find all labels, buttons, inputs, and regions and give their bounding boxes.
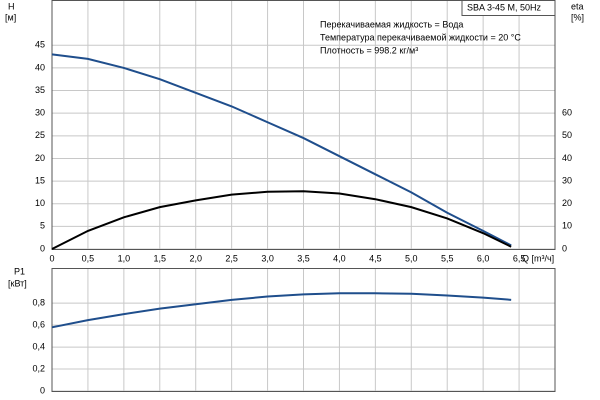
annotation: Температура перекачиваемой жидкости = 20…: [320, 32, 521, 42]
y-tick-label: 0: [40, 385, 45, 395]
x-tick-label: 1,0: [118, 253, 131, 263]
x-tick-label: 3,5: [297, 253, 310, 263]
x-tick-label: 0: [49, 253, 54, 263]
curve: [51, 292, 512, 329]
y-tick-label: 0,8: [32, 298, 45, 308]
y-tick-label: 0,2: [32, 363, 45, 373]
y-tick-label: 5: [40, 221, 45, 231]
y2-tick-label: 60: [562, 108, 572, 118]
y2-tick-label: 50: [562, 130, 572, 140]
y-tick-label: 40: [35, 62, 45, 72]
y2-axis-label: eta: [571, 1, 584, 11]
chart-title: SBA 3-45 M, 50Hz: [467, 2, 542, 12]
x-tick-label: 0,5: [82, 253, 95, 263]
y-axis-label: P1: [14, 266, 25, 276]
y-tick-label: 45: [35, 40, 45, 50]
y-tick-label: 20: [35, 153, 45, 163]
x-tick-label: 3,0: [261, 253, 274, 263]
x-tick-label: 2,0: [189, 253, 202, 263]
y-axis-unit: [м]: [5, 12, 16, 22]
y-axis-unit: [кВт]: [8, 278, 27, 288]
annotation: Плотность = 998.2 кг/м³: [320, 45, 418, 55]
curve: [51, 190, 512, 250]
x-tick-label: 2,5: [225, 253, 238, 263]
y2-tick-label: 40: [562, 153, 572, 163]
y2-axis-unit: [%]: [571, 12, 584, 22]
plot-frame: [51, 268, 556, 392]
x-tick-label: 4,0: [333, 253, 346, 263]
y-tick-label: 0,6: [32, 319, 45, 329]
plot-frame: [51, 0, 556, 250]
curve: [51, 53, 512, 247]
y-tick-label: 30: [35, 108, 45, 118]
y-tick-label: 0,4: [32, 341, 45, 351]
x-tick-label: 6,5: [513, 253, 526, 263]
y2-tick-label: 20: [562, 198, 572, 208]
y2-tick-label: 30: [562, 175, 572, 185]
y-tick-label: 25: [35, 130, 45, 140]
x-tick-label: 6,0: [477, 253, 490, 263]
x-tick-label: 1,5: [154, 253, 167, 263]
x-tick-label: 5,5: [441, 253, 454, 263]
y2-tick-label: 10: [562, 221, 572, 231]
y-tick-label: 15: [35, 175, 45, 185]
y-axis-label: H: [8, 1, 15, 11]
x-tick-label: 5,0: [405, 253, 418, 263]
y-tick-label: 35: [35, 85, 45, 95]
annotation: Перекачиваемая жидкость = Вода: [320, 19, 463, 29]
x-axis-label: Q [m³/ч]: [522, 253, 554, 263]
y2-tick-label: 0: [562, 243, 567, 253]
y-tick-label: 10: [35, 198, 45, 208]
title-box: [461, 0, 556, 16]
x-tick-label: 4,5: [369, 253, 382, 263]
y-tick-label: 0: [40, 243, 45, 253]
